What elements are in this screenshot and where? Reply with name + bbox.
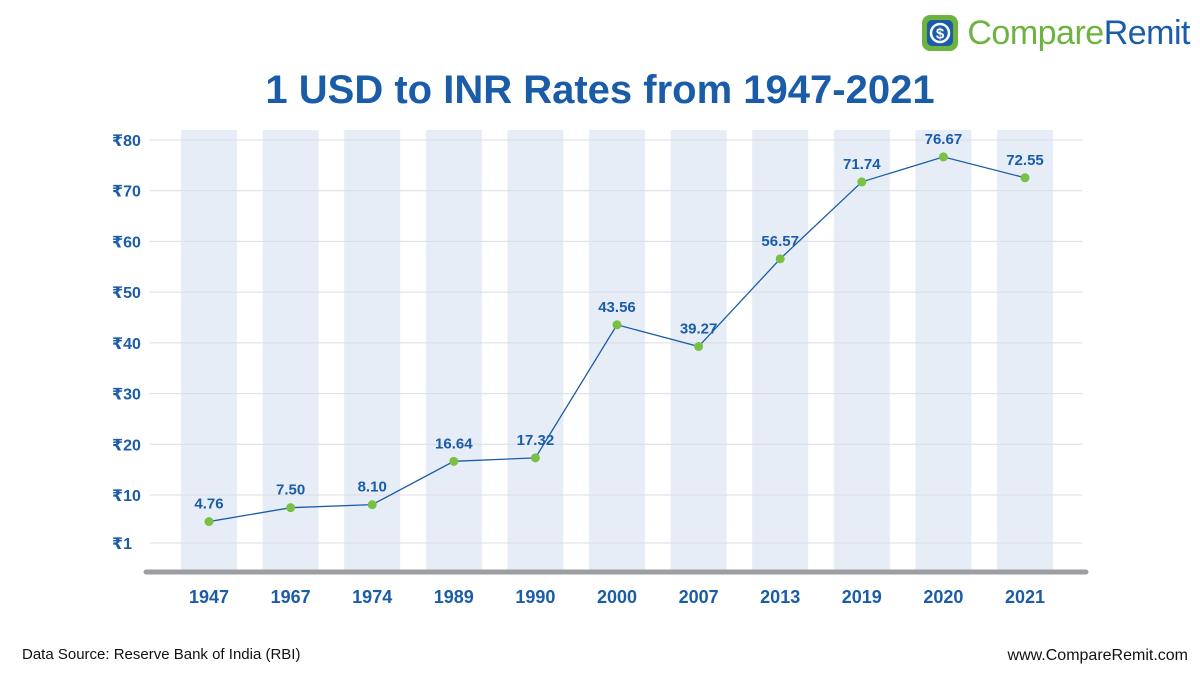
y-tick-label: ₹60 (112, 234, 141, 251)
data-label: 16.64 (435, 435, 473, 452)
y-tick-label: ₹80 (112, 133, 141, 150)
y-tick-label: ₹20 (112, 437, 141, 454)
data-point (449, 456, 459, 466)
x-tick-label: 2020 (923, 587, 963, 607)
category-band (589, 130, 645, 570)
data-point (1020, 173, 1030, 183)
y-tick-label: ₹10 (112, 488, 141, 505)
x-tick-label: 1989 (434, 587, 474, 607)
category-band (915, 130, 972, 570)
data-point (938, 152, 948, 162)
category-band (507, 130, 564, 570)
y-tick-label: ₹40 (112, 336, 141, 353)
data-point (204, 517, 214, 527)
category-band (181, 130, 237, 570)
x-tick-label: 1990 (515, 587, 555, 607)
data-label: 71.74 (843, 156, 881, 173)
x-tick-label: 1967 (271, 587, 311, 607)
y-tick-label: ₹70 (112, 184, 141, 201)
x-tick-label: 2000 (597, 587, 637, 607)
x-tick-label: 2021 (1005, 587, 1045, 607)
svg-text:$: $ (936, 26, 945, 43)
x-tick-label: 1974 (352, 587, 392, 607)
data-point (857, 177, 867, 187)
brand-name: CompareRemit (967, 16, 1190, 50)
brand-name-part1: Compare (967, 14, 1104, 52)
data-point (612, 320, 622, 330)
data-label: 17.32 (517, 432, 555, 449)
data-label: 72.55 (1006, 152, 1044, 169)
data-point (694, 342, 704, 352)
x-tick-label: 2013 (760, 587, 800, 607)
category-band (752, 130, 809, 570)
data-label: 4.76 (194, 496, 223, 513)
x-tick-label: 2019 (842, 587, 882, 607)
category-band (833, 130, 890, 570)
data-point (367, 500, 377, 510)
data-label: 76.67 (925, 131, 963, 148)
category-band (997, 130, 1053, 570)
x-tick-label: 1947 (189, 587, 229, 607)
category-band (425, 130, 482, 570)
data-label: 7.50 (276, 482, 305, 499)
chart-title: 1 USD to INR Rates from 1947-2021 (265, 68, 935, 112)
data-point (530, 453, 540, 463)
category-band (262, 130, 319, 570)
data-point (775, 254, 785, 264)
data-label: 8.10 (358, 479, 387, 496)
y-tick-label: ₹30 (112, 387, 141, 404)
data-point (286, 503, 296, 513)
data-source: Data Source: Reserve Bank of India (RBI) (22, 646, 301, 663)
brand-name-part2: Remit (1103, 14, 1191, 52)
data-label: 39.27 (680, 321, 718, 338)
brand-logo: $ CompareRemit (921, 14, 1191, 52)
data-label: 56.57 (761, 233, 799, 250)
y-tick-label: ₹1 (112, 536, 132, 553)
y-tick-label: ₹50 (112, 285, 141, 302)
dollar-exchange-icon: $ (922, 15, 959, 51)
data-label: 43.56 (598, 299, 636, 316)
website-url: www.CompareRemit.com (1007, 647, 1188, 664)
x-tick-label: 2007 (679, 587, 719, 607)
category-band (344, 130, 401, 570)
